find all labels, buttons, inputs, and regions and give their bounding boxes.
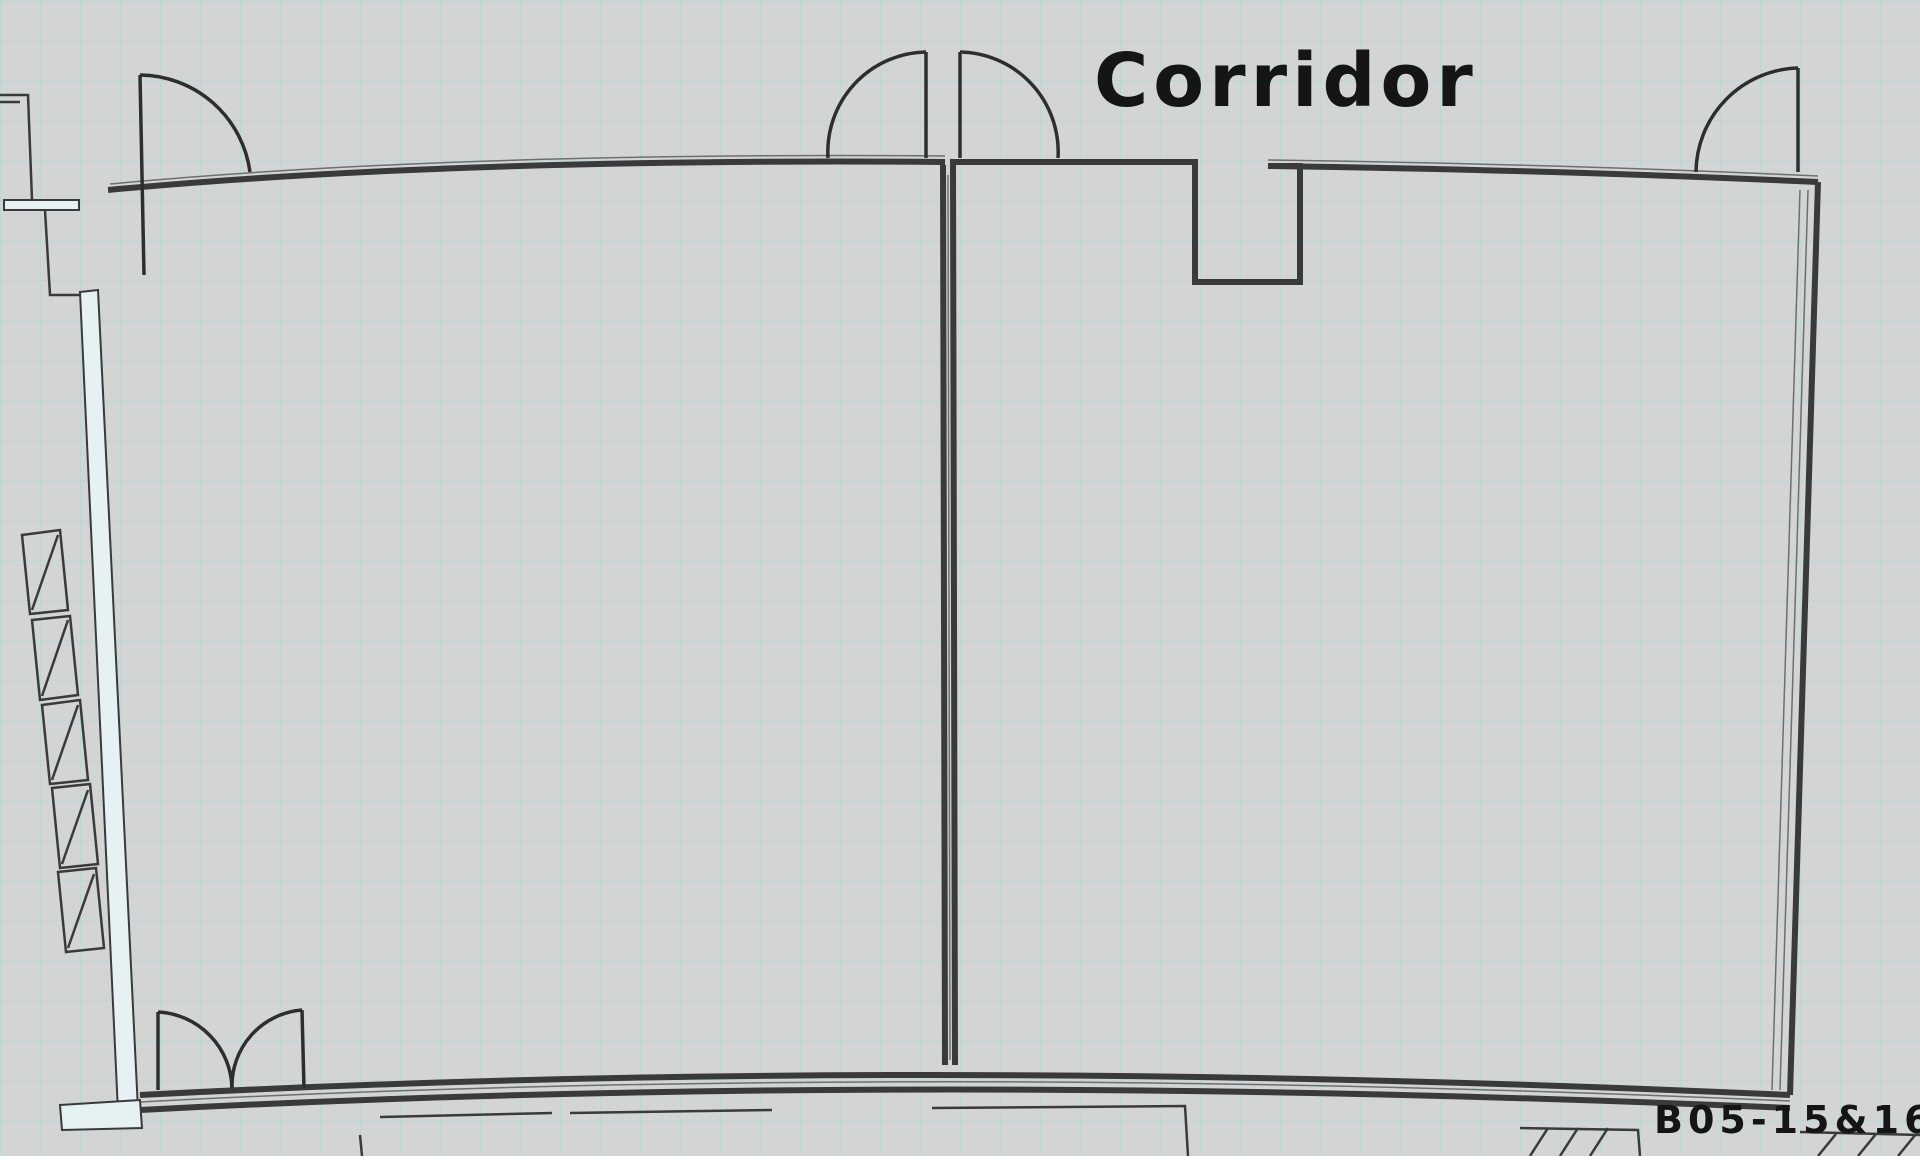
corridor-label: Corridor xyxy=(1094,38,1478,124)
top-wall xyxy=(107,154,1819,285)
door-top-right xyxy=(1694,66,1800,173)
bottom-wall xyxy=(139,1072,1791,1113)
double-door-bottom-left xyxy=(156,1008,306,1090)
window xyxy=(78,288,140,1114)
storage-shelves xyxy=(20,528,106,954)
door-top-center-right xyxy=(958,50,1060,159)
left-wall xyxy=(58,288,144,1132)
window-base xyxy=(58,1098,144,1132)
right-wall xyxy=(1771,181,1821,1096)
door-top-left xyxy=(138,73,252,276)
lower-building-fragments xyxy=(358,1104,1920,1156)
outside-wall-stub xyxy=(0,93,80,297)
door-top-center-left xyxy=(826,50,928,159)
room-number-label: B05-15&16 xyxy=(1654,1098,1920,1142)
dividing-wall xyxy=(940,164,958,1066)
